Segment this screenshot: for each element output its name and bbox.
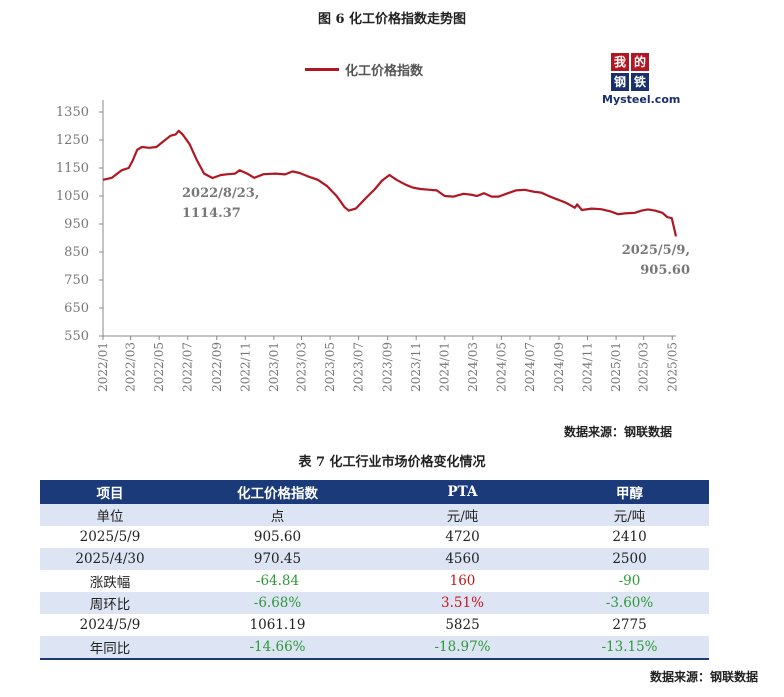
header-methanol: 甲醇 <box>550 480 709 504</box>
table-cell: -14.66% <box>180 636 375 660</box>
x-tick-label: 2023/11 <box>409 342 423 392</box>
x-tick-label: 2025/05 <box>665 342 679 392</box>
x-tick-label: 2025/03 <box>637 342 651 392</box>
annotation-line1: 2022/8/23, <box>182 186 259 201</box>
logo-text: Mysteel.com <box>602 93 681 106</box>
table-cell: -13.15% <box>550 636 709 660</box>
x-tick-label: 2023/07 <box>352 342 366 392</box>
series-line-0 <box>102 129 678 237</box>
x-tick-label: 2024/03 <box>466 342 480 392</box>
table-cell: -18.97% <box>375 636 550 660</box>
legend-label: 化工价格指数 <box>345 64 424 79</box>
x-tick-label: 2022/11 <box>238 342 252 392</box>
table-cell: 元/吨 <box>375 504 550 526</box>
y-tick-label: 650 <box>64 301 89 316</box>
x-tick-label: 2023/05 <box>323 342 337 392</box>
y-tick-label: 850 <box>64 245 89 260</box>
mysteel-logo: 我 的 钢 铁 Mysteel.com <box>602 52 682 108</box>
table-cell: 4560 <box>375 548 550 570</box>
y-tick-label: 1150 <box>56 161 89 176</box>
x-tick-label: 2024/01 <box>438 342 452 392</box>
x-tick-label: 2024/05 <box>494 342 508 392</box>
table-row: 单位点元/吨 元/吨 <box>40 504 709 526</box>
chart-legend: 化工价格指数 <box>305 60 423 79</box>
x-tick-label: 2024/11 <box>581 342 595 392</box>
table-row: 2025/5/9 905.60 4720 2410 <box>40 526 709 548</box>
table-cell: 周环比 <box>40 592 180 614</box>
logo-char: 铁 <box>631 73 649 91</box>
chart-source: 数据来源：钢联数据 <box>563 425 672 439</box>
y-tick-label: 1250 <box>56 133 89 148</box>
logo-cn: 我 的 钢 铁 <box>610 52 650 92</box>
y-tick-label: 750 <box>64 273 89 288</box>
table-cell: 点 <box>180 504 375 526</box>
table-cell: -3.60% <box>550 592 709 614</box>
table-source: 数据来源：钢联数据 <box>649 670 758 684</box>
annotation-line1: 2025/5/9, <box>622 243 690 258</box>
price-change-table: 项目 化工价格指数 PTA 甲醇 单位点元/吨 元/吨 2025/5/9 905.60… <box>40 480 709 660</box>
header-pta: PTA <box>375 480 550 504</box>
table-cell: 4720 <box>375 526 550 548</box>
table-row: 2025/4/30 970.45 4560 2500 <box>40 548 709 570</box>
y-tick-label: 550 <box>64 329 89 344</box>
table-row: 2024/5/9 1061.19 5825 2775 <box>40 614 709 636</box>
x-tick-label: 2022/09 <box>210 342 224 392</box>
header-chem-index: 化工价格指数 <box>180 480 375 504</box>
line-chart: 550 650 750 850 950 1050 1150 1250 1350 2022/01 20… <box>56 100 690 392</box>
table-cell: 3.51% <box>375 592 550 614</box>
annotation-line2: 1114.37 <box>182 206 241 221</box>
table-cell: -90 <box>550 570 709 592</box>
table-cell: 160 <box>375 570 550 592</box>
x-tick-label: 2022/03 <box>124 342 138 392</box>
table-cell: 元/吨 <box>550 504 709 526</box>
x-tick-label: 2022/01 <box>96 342 110 392</box>
y-tick-label: 950 <box>64 217 89 232</box>
table-cell: 2410 <box>550 526 709 548</box>
table-body: 单位点元/吨 元/吨 2025/5/9 905.60 4720 2410 2025/4/30… <box>40 504 709 660</box>
table-cell: -6.68% <box>180 592 375 614</box>
table-cell: 涨跌幅 <box>40 570 180 592</box>
y-tick-label: 1050 <box>56 189 89 204</box>
table-cell: 2025/4/30 <box>40 548 180 570</box>
table-header-row: 项目 化工价格指数 PTA 甲醇 <box>40 480 709 504</box>
chart-title: 图 6 化工价格指数走势图 <box>317 12 467 27</box>
annotation-line2: 905.60 <box>640 263 690 278</box>
x-tick-label: 2023/03 <box>294 342 308 392</box>
logo-char: 的 <box>631 53 649 71</box>
table-cell: 5825 <box>375 614 550 636</box>
x-tick-label: 2025/01 <box>609 342 623 392</box>
logo-char: 钢 <box>611 73 629 91</box>
x-tick-label: 2022/05 <box>152 342 166 392</box>
table-row: 年同比 -14.66% -18.97% -13.15% <box>40 636 709 660</box>
table-cell: -64.84 <box>180 570 375 592</box>
table-cell: 2500 <box>550 548 709 570</box>
x-tick-label: 2024/09 <box>552 342 566 392</box>
table-cell: 1061.19 <box>180 614 375 636</box>
x-tick-label: 2022/07 <box>181 342 195 392</box>
table-title: 表 7 化工行业市场价格变化情况 <box>298 455 486 470</box>
x-tick-label: 2023/09 <box>381 342 395 392</box>
table-cell: 2025/5/9 <box>40 526 180 548</box>
table-row: 周环比 -6.68% 3.51% -3.60% <box>40 592 709 614</box>
table-cell: 2024/5/9 <box>40 614 180 636</box>
x-tick-label: 2024/07 <box>523 342 537 392</box>
table-cell: 905.60 <box>180 526 375 548</box>
header-item: 项目 <box>40 480 180 504</box>
table-row: 涨跌幅 -64.84 160 -90 <box>40 570 709 592</box>
legend-swatch <box>305 68 339 71</box>
table-cell: 年同比 <box>40 636 180 660</box>
table-cell: 970.45 <box>180 548 375 570</box>
logo-char: 我 <box>611 53 629 71</box>
table-cell: 单位 <box>40 504 180 526</box>
x-tick-label: 2023/01 <box>267 342 281 392</box>
y-tick-label: 1350 <box>56 105 89 120</box>
table-cell: 2775 <box>550 614 709 636</box>
